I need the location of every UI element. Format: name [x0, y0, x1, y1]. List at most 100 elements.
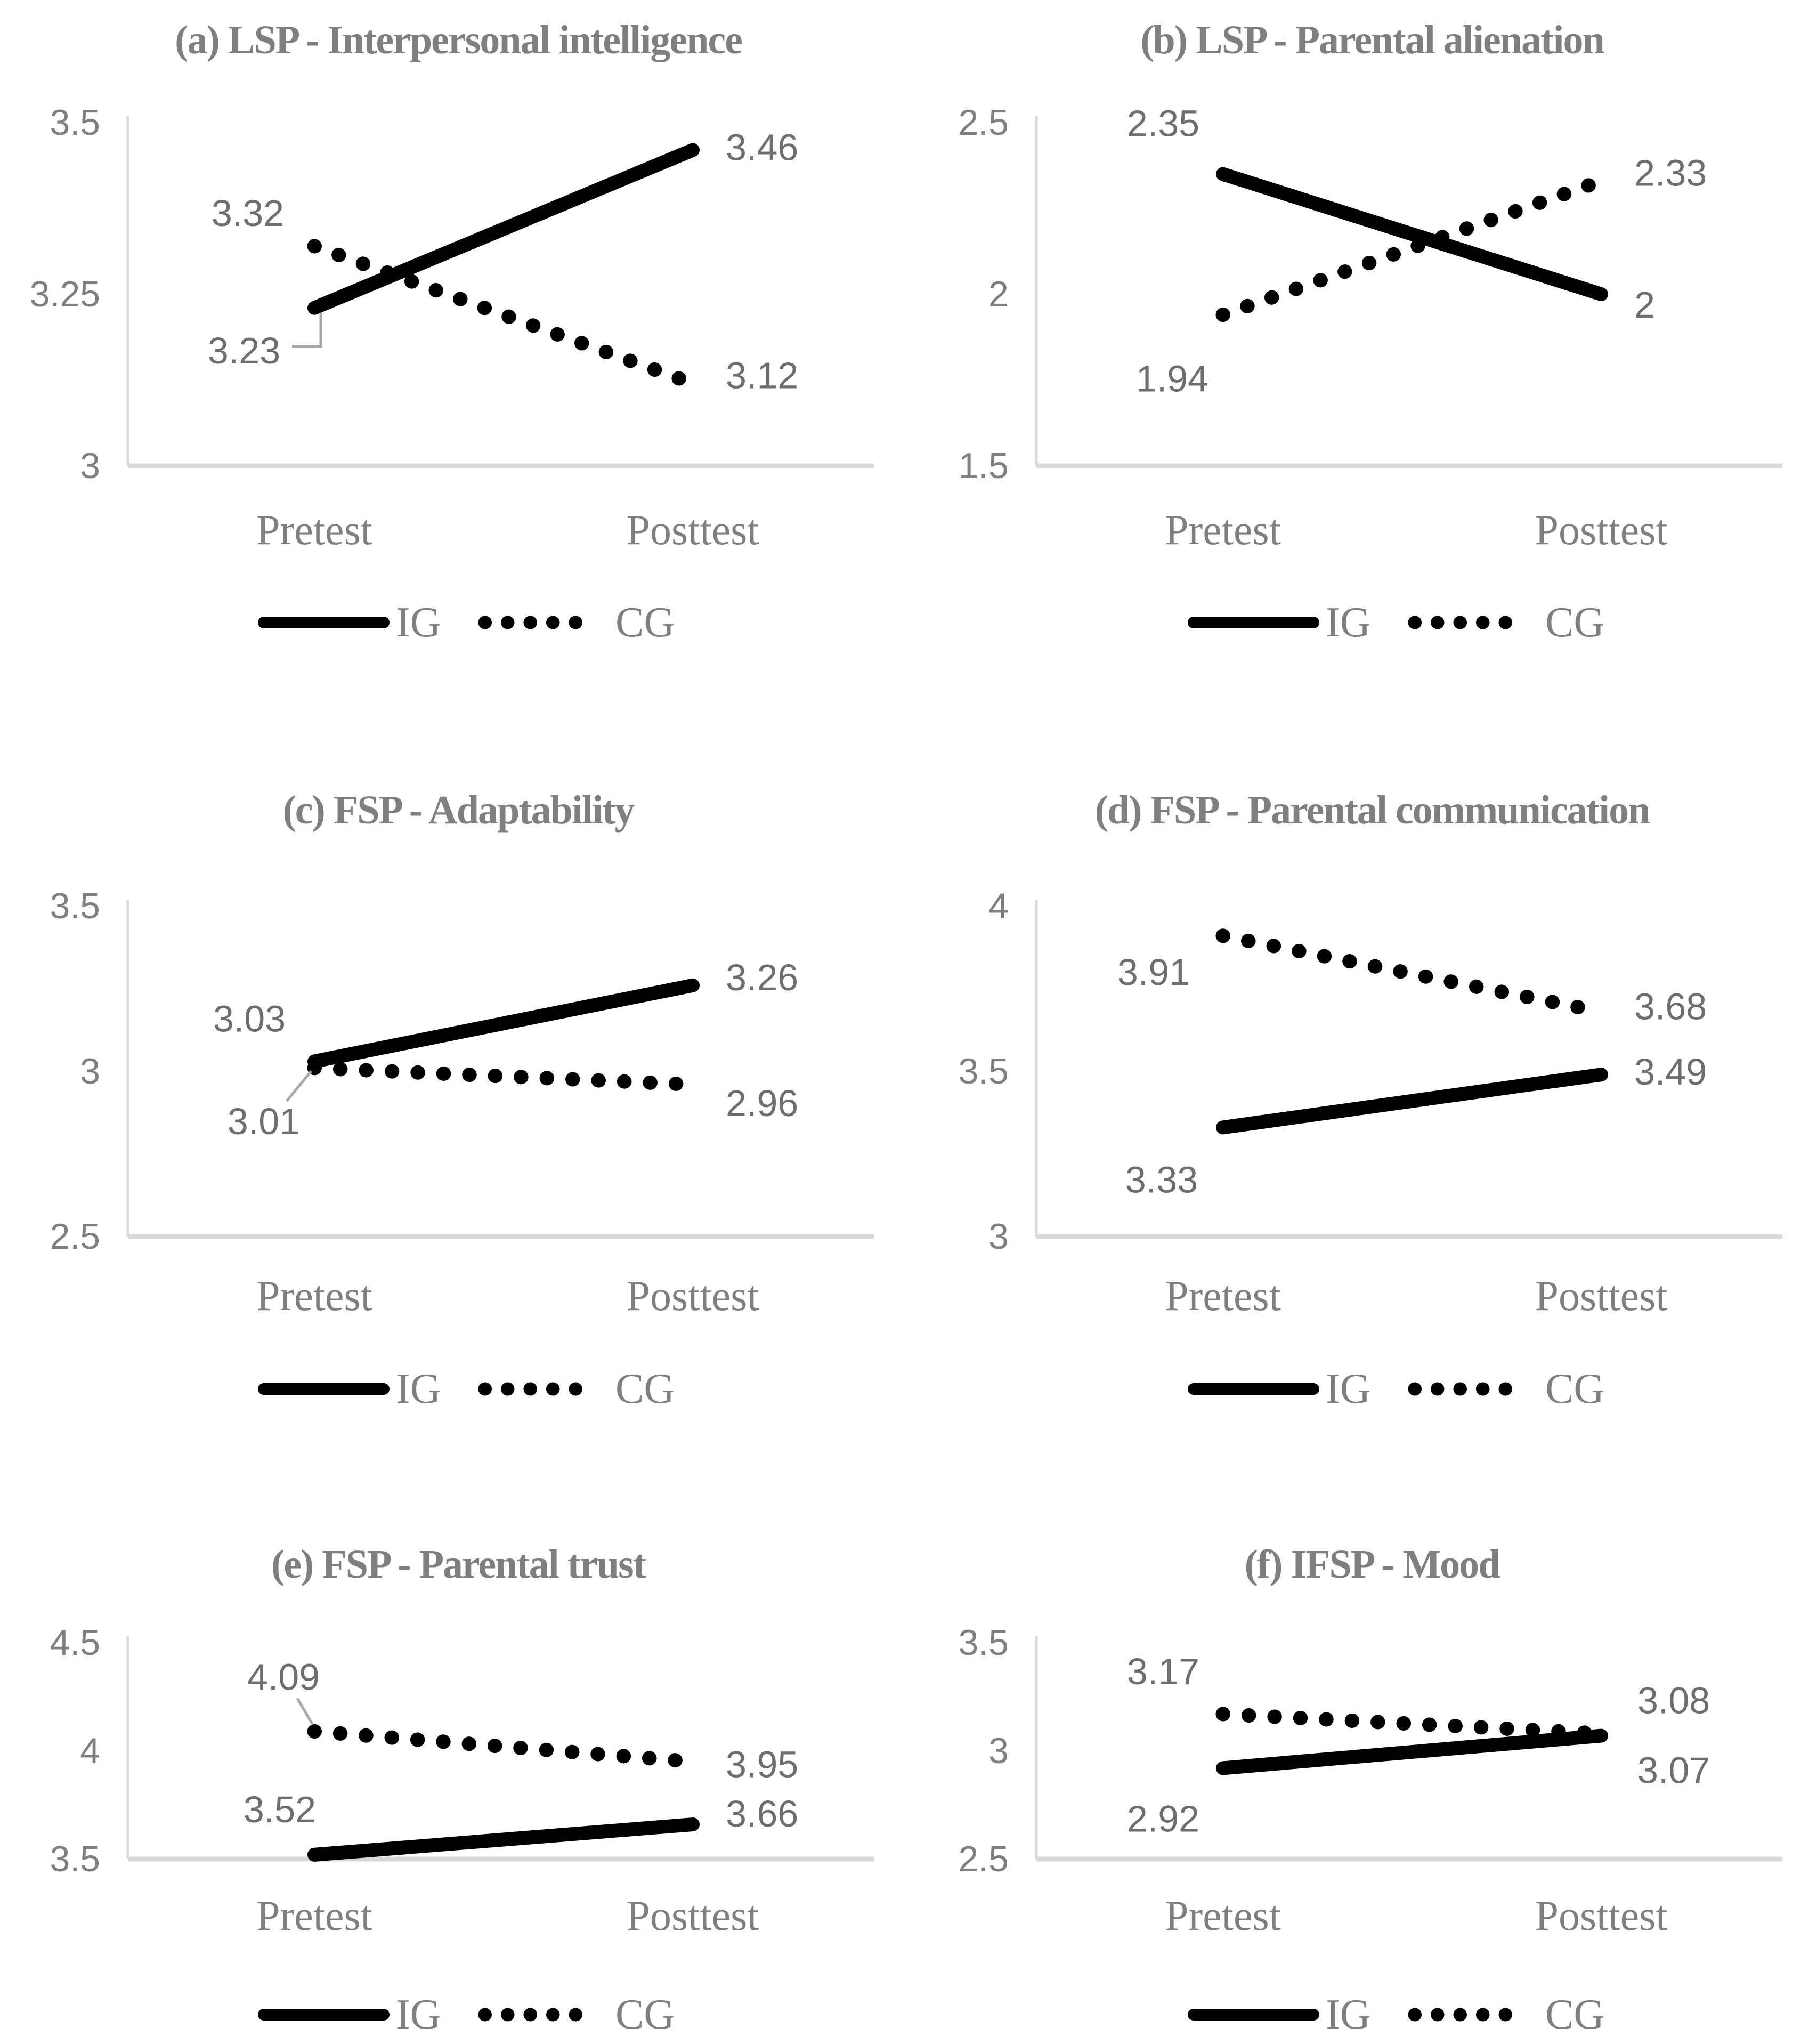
y-tick-label: 2.5	[958, 102, 1009, 143]
data-label: 2.96	[726, 1082, 798, 1124]
cg-series-line-b	[1215, 173, 1609, 322]
legend-cg-label: CG	[615, 1991, 675, 2038]
leader-line	[296, 1698, 314, 1725]
y-tick-label: 2	[988, 274, 1009, 314]
x-category-label: Posttest	[627, 1893, 759, 1940]
data-label: 3.32	[212, 192, 284, 234]
data-label: 3.49	[1634, 1051, 1707, 1093]
data-label: 3.07	[1637, 1750, 1710, 1791]
y-tick-label: 3.5	[50, 886, 100, 926]
chart-title-d: (d) FSP - Parental communication	[1095, 788, 1650, 833]
legend-ig-label: IG	[1326, 599, 1370, 646]
y-tick-label: 3.5	[50, 102, 100, 143]
y-tick-label: 3.25	[30, 274, 100, 314]
panel-a: (a) LSP - Interpersonal intelligence 3.5 3…	[30, 18, 874, 646]
legend-cg-label: CG	[1545, 1991, 1604, 2038]
data-label: 3.66	[726, 1793, 798, 1835]
legend-d: IG CG	[1188, 1366, 1604, 1412]
data-label: 3.17	[1127, 1651, 1199, 1692]
y-tick-label: 4.5	[50, 1622, 100, 1663]
legend-ig-label: IG	[1326, 1366, 1370, 1412]
y-tick-label: 2.5	[50, 1216, 100, 1257]
y-tick-label: 3.5	[958, 1622, 1009, 1663]
legend-c: IG CG	[258, 1366, 675, 1412]
y-tick-label: 1.5	[958, 446, 1009, 486]
data-label: 3.52	[244, 1789, 316, 1830]
legend-ig-label: IG	[396, 599, 441, 646]
legend-cg-label: CG	[615, 599, 675, 646]
y-tick-label: 3.5	[958, 1051, 1009, 1092]
chart-title-f: (f) IFSP - Mood	[1245, 1542, 1500, 1587]
legend-b: IG CG	[1188, 599, 1604, 646]
data-label: 1.94	[1136, 358, 1208, 400]
panel-f: (f) IFSP - Mood 3.5 3 2.5 3.17 2.92 3.08 3.07 Pr…	[958, 1542, 1782, 2038]
x-category-label: Posttest	[627, 507, 759, 554]
cg-series-line-f	[1215, 1707, 1609, 1741]
x-category-label: Pretest	[256, 507, 372, 554]
x-category-label: Pretest	[256, 1273, 372, 1320]
data-label: 3.01	[228, 1101, 300, 1142]
panel-d: (d) FSP - Parental communication 4 3.5 3 3.9…	[958, 788, 1782, 1412]
chart-title-c: (c) FSP - Adaptability	[282, 788, 635, 833]
data-label: 3.68	[1634, 985, 1707, 1027]
x-category-label: Posttest	[1535, 507, 1668, 554]
data-label: 3.23	[208, 330, 280, 371]
data-label: 3.12	[726, 354, 798, 396]
ig-series-line-d	[1216, 1068, 1608, 1135]
x-category-label: Posttest	[627, 1273, 759, 1320]
ig-series-line-f	[1216, 1728, 1608, 1775]
data-label: 3.08	[1637, 1680, 1710, 1722]
chart-title-b: (b) LSP - Parental alienation	[1140, 18, 1604, 62]
cg-series-line-a	[307, 239, 700, 391]
legend-f: IG CG	[1188, 1991, 1604, 2038]
data-label: 4.09	[247, 1656, 320, 1698]
ig-series-line-e	[307, 1817, 700, 1862]
y-tick-label: 3	[80, 446, 100, 486]
ig-series-line-a	[307, 143, 700, 315]
y-tick-label: 2.5	[958, 1839, 1009, 1879]
cg-series-line-d	[1215, 928, 1609, 1019]
data-label: 3.46	[726, 127, 798, 168]
legend-cg-label: CG	[1545, 599, 1604, 646]
panel-e: (e) FSP - Parental trust 4.5 4 3.5 4.09 3.52 3…	[50, 1542, 874, 2038]
panel-b: (b) LSP - Parental alienation 2.5 2 1.5 2.35…	[958, 18, 1782, 646]
legend-ig-label: IG	[1326, 1991, 1370, 2038]
x-category-label: Posttest	[1535, 1273, 1668, 1320]
panel-c: (c) FSP - Adaptability 3.5 3 2.5 3.03 3.01 3.2…	[50, 788, 874, 1412]
data-label: 2.92	[1127, 1798, 1199, 1839]
data-label: 3.03	[213, 998, 286, 1039]
x-category-label: Pretest	[1165, 1893, 1281, 1940]
legend-cg-label: CG	[1545, 1366, 1604, 1412]
y-tick-label: 3	[988, 1216, 1009, 1257]
legend-ig-label: IG	[396, 1366, 441, 1412]
data-label: 3.33	[1125, 1159, 1198, 1200]
legend-ig-label: IG	[396, 1991, 441, 2038]
x-category-label: Pretest	[256, 1893, 372, 1940]
data-label: 2.35	[1127, 103, 1199, 144]
x-category-label: Posttest	[1535, 1893, 1668, 1940]
legend-e: IG CG	[258, 1991, 675, 2038]
y-tick-label: 3	[80, 1051, 100, 1092]
legend-a: IG CG	[258, 599, 675, 646]
chart-title-a: (a) LSP - Interpersonal intelligence	[175, 18, 742, 62]
data-label: 3.95	[726, 1743, 798, 1785]
x-category-label: Pretest	[1165, 1273, 1281, 1320]
data-label: 2.33	[1634, 152, 1707, 193]
data-label: 2	[1634, 284, 1655, 326]
chart-title-e: (e) FSP - Parental trust	[271, 1542, 646, 1587]
data-label: 3.26	[726, 957, 798, 998]
y-tick-label: 3.5	[50, 1839, 100, 1879]
leader-line	[286, 1070, 312, 1102]
x-category-label: Pretest	[1165, 507, 1281, 554]
y-tick-label: 3	[988, 1731, 1009, 1771]
data-label: 3.91	[1117, 951, 1190, 993]
cg-series-line-c	[307, 1061, 700, 1092]
ig-series-line-c	[307, 978, 700, 1069]
y-tick-label: 4	[80, 1731, 100, 1771]
cg-series-line-e	[307, 1724, 700, 1769]
y-tick-label: 4	[988, 886, 1009, 926]
legend-cg-label: CG	[615, 1366, 675, 1412]
ig-series-line-b	[1216, 167, 1608, 301]
